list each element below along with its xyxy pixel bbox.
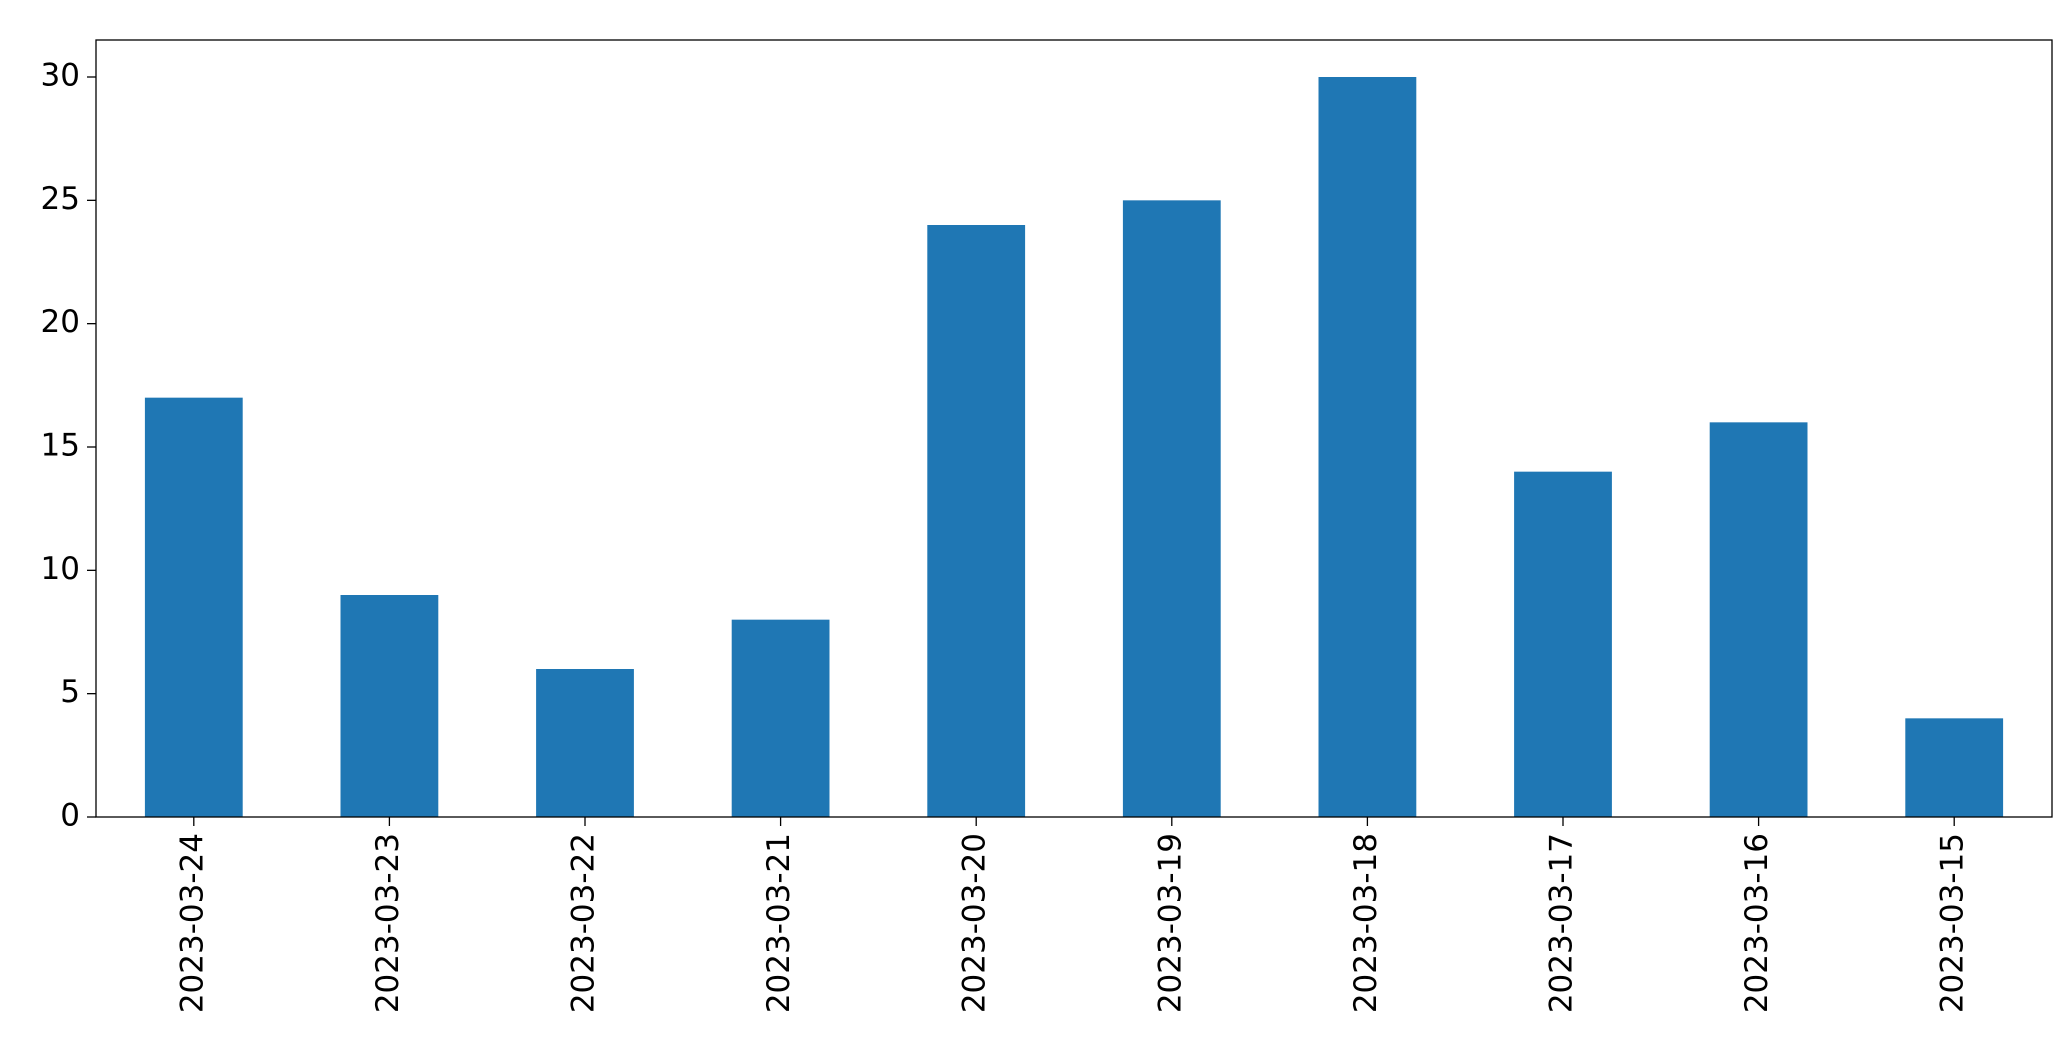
x-tick-label: 2023-03-24 [174, 833, 210, 1013]
x-tick-label: 2023-03-20 [957, 833, 993, 1013]
bar [1709, 422, 1808, 817]
x-tick-label: 2023-03-15 [1935, 833, 1971, 1013]
plot-frame [95, 39, 2053, 818]
bar [340, 595, 439, 817]
y-tick-label: 20 [41, 304, 80, 340]
bar [927, 225, 1026, 817]
bar [144, 397, 243, 817]
x-tick-label: 2023-03-22 [566, 833, 602, 1013]
x-tick-label: 2023-03-19 [1152, 833, 1188, 1013]
y-tick-label: 10 [41, 551, 80, 587]
y-tick-label: 25 [41, 181, 80, 217]
bar [1514, 471, 1612, 817]
x-tick-label: 2023-03-21 [761, 833, 797, 1013]
bar [1318, 77, 1417, 817]
bar [1905, 718, 2004, 817]
x-tick-label: 2023-03-17 [1544, 833, 1580, 1013]
x-tick-label: 2023-03-23 [370, 833, 406, 1013]
y-tick-label: 0 [60, 798, 80, 834]
y-tick-label: 15 [41, 428, 80, 464]
y-tick-label: 5 [60, 674, 80, 710]
x-tick-label: 2023-03-18 [1348, 833, 1384, 1013]
x-tick-label: 2023-03-16 [1739, 833, 1775, 1013]
bar [731, 619, 830, 817]
bar [1122, 200, 1221, 818]
y-tick-label: 30 [41, 58, 80, 94]
bar [536, 669, 634, 817]
